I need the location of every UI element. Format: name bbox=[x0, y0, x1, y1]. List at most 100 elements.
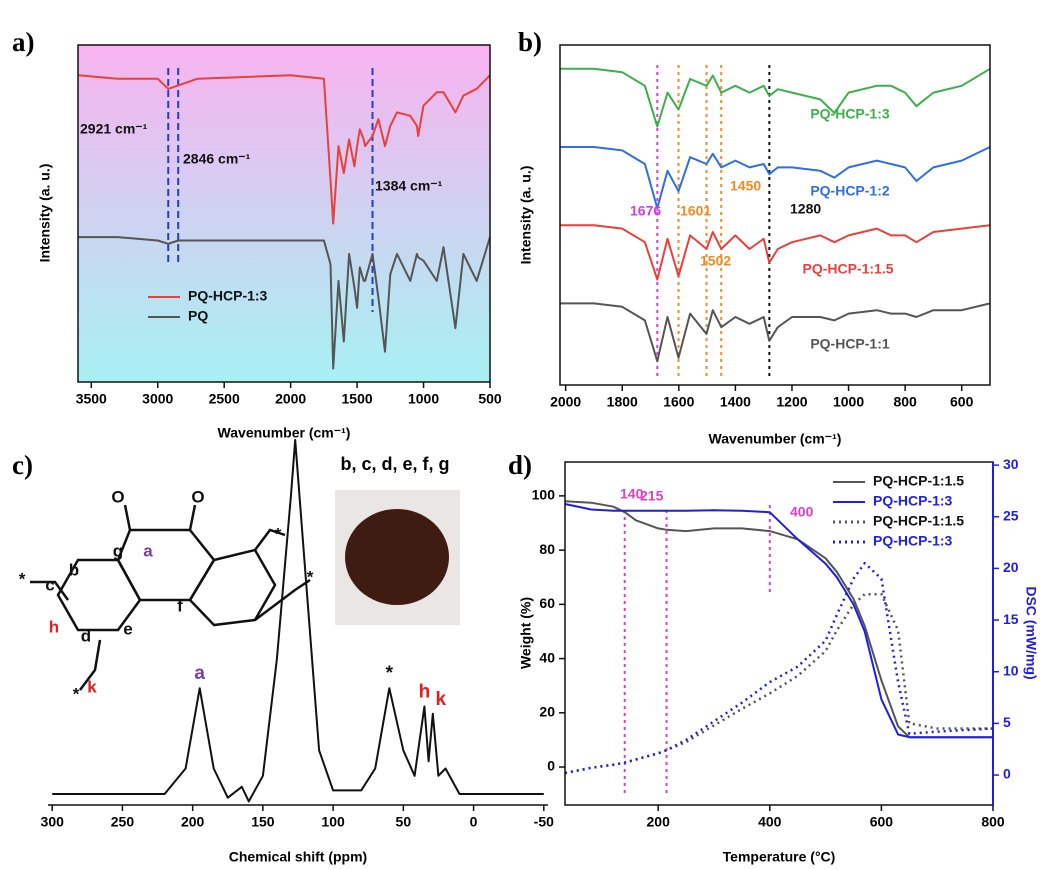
y-tick-label: 100 bbox=[532, 487, 556, 503]
molecule bbox=[30, 505, 310, 690]
x-tick-label: 100 bbox=[321, 814, 345, 830]
peak-label: h bbox=[419, 681, 431, 702]
structure-label: b bbox=[69, 560, 79, 579]
x-axis-title: Wavenumber (cm⁻¹) bbox=[709, 431, 842, 447]
x-tick-label: 800 bbox=[893, 394, 917, 410]
y2-tick-label: 5 bbox=[1003, 714, 1011, 730]
x-tick-label: 600 bbox=[950, 394, 974, 410]
series-line bbox=[560, 69, 990, 127]
panel-label: b) bbox=[518, 27, 542, 57]
sample-photo bbox=[335, 490, 460, 625]
plot-frame bbox=[560, 45, 990, 385]
peak-note: b, c, d, e, f, g bbox=[340, 454, 449, 474]
structure-label: O bbox=[191, 487, 204, 506]
legend-label: PQ-HCP-1:1.5 bbox=[873, 513, 964, 529]
structure-label: * bbox=[19, 569, 26, 588]
y2-tick-label: 20 bbox=[1003, 559, 1019, 575]
x-tick-label: 200 bbox=[647, 814, 671, 830]
x-tick-label: 200 bbox=[181, 814, 205, 830]
annotation: 215 bbox=[640, 488, 664, 504]
annotation: 1450 bbox=[730, 178, 761, 194]
x-tick-label: 250 bbox=[111, 814, 135, 830]
structure-label: a bbox=[143, 541, 153, 560]
x-tick-label: 1800 bbox=[607, 394, 638, 410]
panel-label: a) bbox=[12, 27, 35, 57]
series-line bbox=[560, 303, 990, 361]
x-tick-label: 0 bbox=[470, 814, 478, 830]
structure-label: e bbox=[123, 619, 132, 638]
annotation: 1384 cm⁻¹ bbox=[375, 178, 443, 194]
structure-label: f bbox=[177, 596, 183, 615]
x-tick-label: 1400 bbox=[720, 394, 751, 410]
x-tick-label: 400 bbox=[758, 814, 782, 830]
series-label: PQ-HCP-1:1 bbox=[810, 336, 890, 352]
y-axis-title: Weight (%) bbox=[518, 597, 534, 669]
y-tick-label: 20 bbox=[539, 704, 555, 720]
y2-tick-label: 0 bbox=[1003, 766, 1011, 782]
series-label: PQ-HCP-1:2 bbox=[810, 183, 890, 199]
series-line bbox=[560, 147, 990, 208]
y-axis-title: Intensity (a. u.) bbox=[37, 164, 53, 263]
peak-label: a bbox=[194, 663, 205, 684]
structure-label: h bbox=[49, 617, 59, 636]
y-tick-label: 80 bbox=[539, 541, 555, 557]
x-tick-label: 600 bbox=[870, 814, 894, 830]
y2-tick-label: 25 bbox=[1003, 507, 1019, 523]
legend-label: PQ-HCP-1:1.5 bbox=[873, 473, 964, 489]
x-tick-label: 150 bbox=[251, 814, 275, 830]
structure-label: * bbox=[275, 524, 282, 543]
annotation: 1280 bbox=[790, 201, 821, 217]
x-tick-label: 1000 bbox=[833, 394, 864, 410]
structure-label: d bbox=[81, 626, 91, 645]
x-tick-label: 50 bbox=[396, 814, 412, 830]
structure-label: O bbox=[111, 487, 124, 506]
x-tick-label: 1000 bbox=[408, 391, 439, 407]
legend-label: PQ bbox=[188, 308, 208, 324]
structure-label: k bbox=[87, 677, 97, 696]
y2-axis-title: DSC (mW/mg) bbox=[1023, 586, 1039, 679]
annotation: 1502 bbox=[700, 253, 731, 269]
annotation: 2846 cm⁻¹ bbox=[183, 151, 251, 167]
x-tick-label: 1200 bbox=[776, 394, 807, 410]
legend-label: PQ-HCP-1:3 bbox=[873, 493, 953, 509]
x-tick-label: 800 bbox=[981, 814, 1005, 830]
x-tick-label: 2500 bbox=[209, 391, 240, 407]
x-tick-label: 2000 bbox=[550, 394, 581, 410]
annotation: 1601 bbox=[680, 203, 711, 219]
y-tick-label: 60 bbox=[539, 595, 555, 611]
panel-label: c) bbox=[12, 450, 33, 480]
x-tick-label: 2000 bbox=[275, 391, 306, 407]
x-tick-label: 500 bbox=[478, 391, 502, 407]
structure-label: g bbox=[113, 541, 123, 560]
y-tick-label: 0 bbox=[547, 758, 555, 774]
y-axis-title: Intensity (a. u.) bbox=[518, 166, 534, 265]
annotation: 1676 bbox=[630, 203, 661, 219]
legend-label: PQ-HCP-1:3 bbox=[188, 288, 268, 304]
series-line bbox=[565, 594, 993, 773]
y2-tick-label: 30 bbox=[1003, 456, 1019, 472]
x-tick-label: 300 bbox=[41, 814, 65, 830]
series-label: PQ-HCP-1:3 bbox=[810, 106, 890, 122]
x-axis-title: Wavenumber (cm⁻¹) bbox=[218, 425, 351, 441]
structure-label: c bbox=[45, 575, 54, 594]
peak-label: * bbox=[386, 663, 394, 684]
x-tick-label: 1500 bbox=[342, 391, 373, 407]
y-tick-label: 40 bbox=[539, 649, 555, 665]
x-tick-label: 1600 bbox=[663, 394, 694, 410]
structure-label: * bbox=[73, 684, 80, 703]
x-axis-title: Temperature (°C) bbox=[723, 849, 836, 865]
figure: a) Wavenumber (cm⁻¹) Intensity (a. u.) 3500… bbox=[0, 0, 1048, 870]
plot-background bbox=[78, 45, 490, 382]
x-axis-title: Chemical shift (ppm) bbox=[229, 849, 367, 865]
x-tick-label: 3500 bbox=[76, 391, 107, 407]
peak-label: k bbox=[436, 689, 447, 710]
series-line bbox=[565, 563, 993, 773]
structure-label: * bbox=[307, 567, 314, 586]
x-tick-label: 3000 bbox=[142, 391, 173, 407]
panel-label: d) bbox=[508, 450, 532, 480]
y2-tick-label: 10 bbox=[1003, 662, 1019, 678]
annotation: 2921 cm⁻¹ bbox=[80, 121, 148, 137]
x-tick-label: -50 bbox=[534, 814, 554, 830]
annotation: 400 bbox=[790, 504, 814, 520]
y2-tick-label: 15 bbox=[1003, 611, 1019, 627]
